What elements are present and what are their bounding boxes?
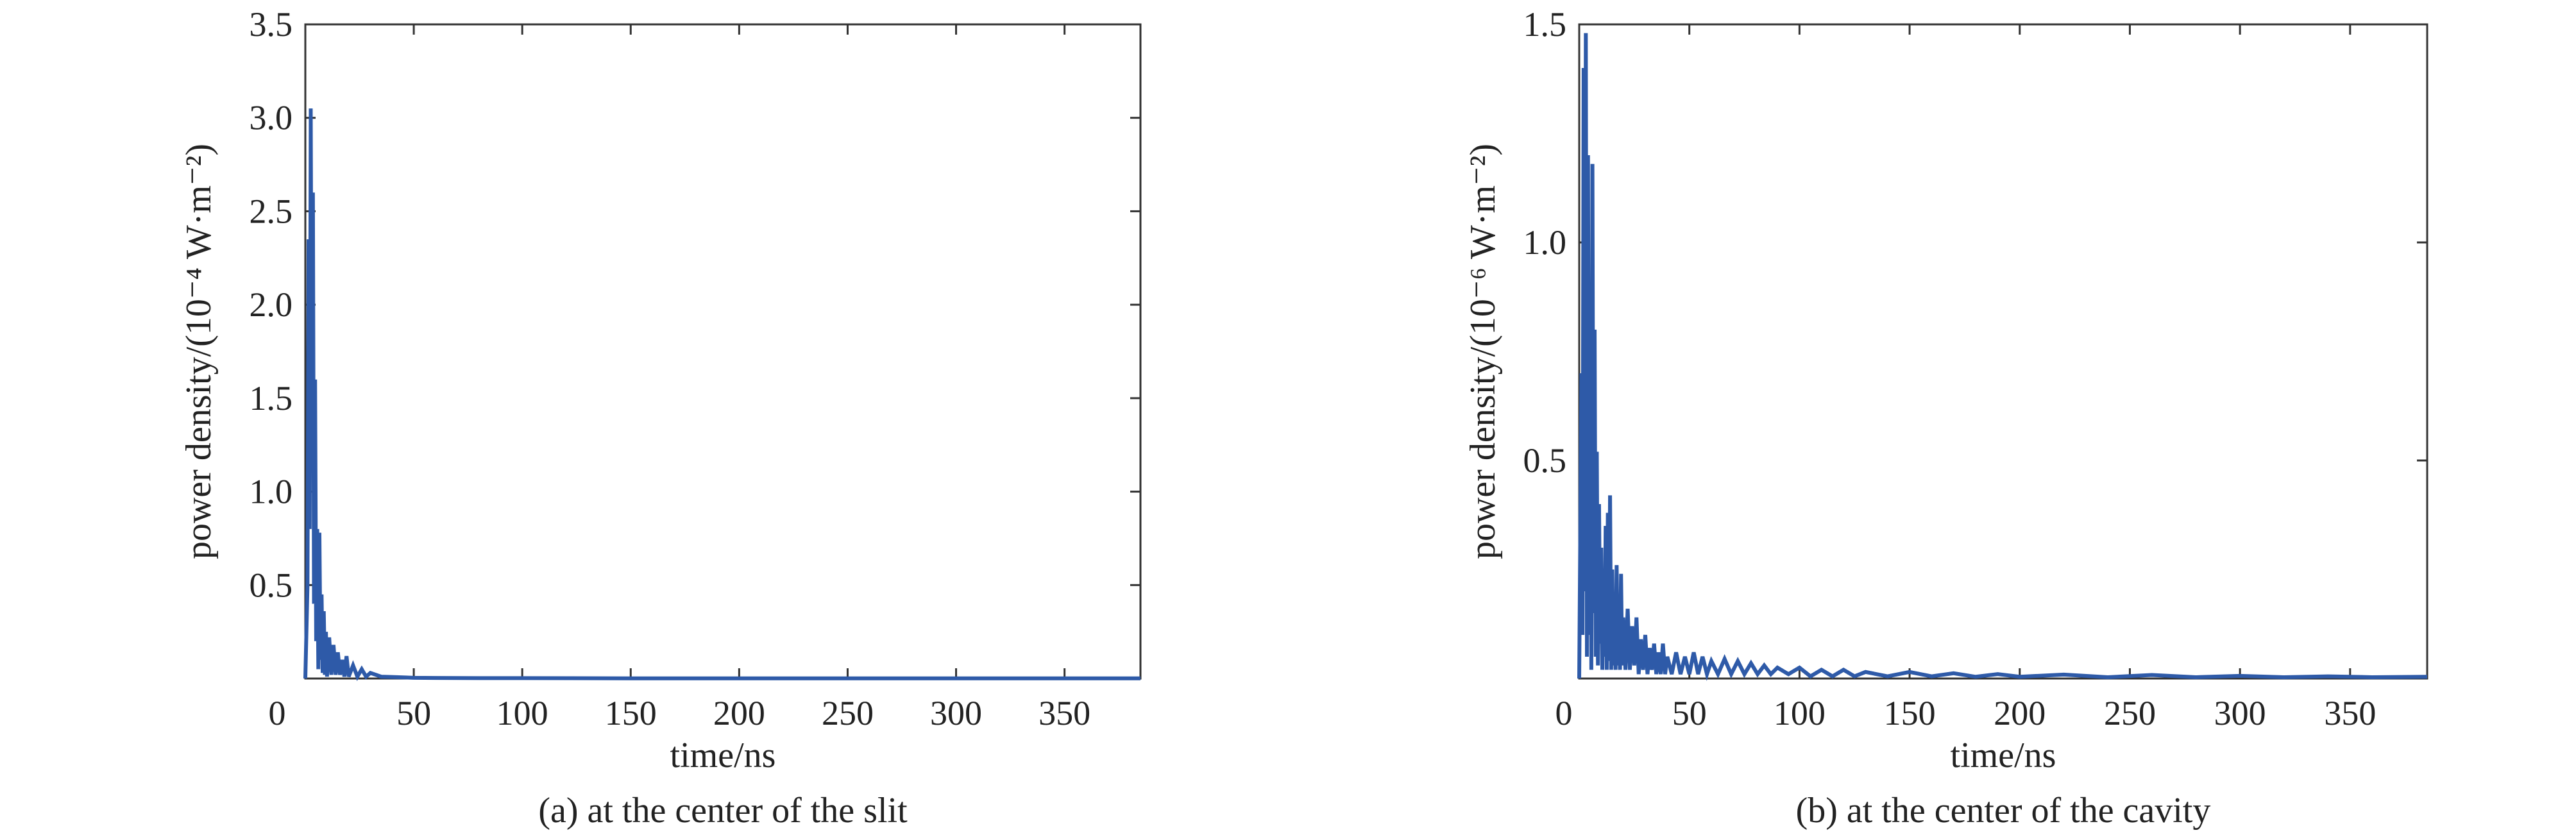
chart-b-x-axis-title: time/ns — [1951, 736, 2056, 775]
chart-b-x-tick-label: 50 — [1672, 694, 1707, 732]
chart-b-y-tick-label: 0.5 — [1523, 441, 1567, 480]
chart-a-series-line — [303, 108, 1140, 682]
chart-a-x-tick-label: 250 — [822, 694, 874, 732]
chart-a-y-tick-label: 3.5 — [250, 5, 293, 44]
chart-a-y-axis-title: power density/(10⁻⁴ W·m⁻²) — [179, 144, 219, 559]
chart-a-y-tick-label: 2.0 — [250, 285, 293, 324]
chart-a-x-tick-label: 200 — [713, 694, 765, 732]
chart-b-series-line — [1577, 33, 2428, 681]
chart-b-y-tick-label: 1.0 — [1523, 223, 1567, 262]
chart-b-y-tick-label: 1.5 — [1523, 5, 1567, 44]
chart-a-y-tick-label: 1.5 — [250, 379, 293, 418]
chart-a-y-tick-label: 3.0 — [250, 99, 293, 137]
chart-a-x-tick-label: 300 — [930, 694, 982, 732]
chart-b-x-tick-label: 250 — [2104, 694, 2156, 732]
chart-a-y-tick-label: 1.0 — [250, 473, 293, 511]
chart-a-x-tick-label: 350 — [1038, 694, 1090, 732]
chart-b-x-tick-label: 100 — [1774, 694, 1826, 732]
chart-a-x-tick-label: 150 — [605, 694, 657, 732]
chart-a-x-tick-label: 50 — [396, 694, 431, 732]
chart-a-x-tick-label: 0 — [269, 694, 286, 732]
chart-b-x-tick-label: 350 — [2324, 694, 2376, 732]
chart-a-plot-frame — [304, 23, 1142, 680]
chart-b-x-tick-label: 0 — [1555, 694, 1573, 732]
chart-b-x-tick-label: 300 — [2214, 694, 2266, 732]
chart-b-y-axis-title: power density/(10⁻⁶ W·m⁻²) — [1463, 144, 1503, 559]
chart-a-y-tick-label: 2.5 — [250, 192, 293, 230]
chart-b-caption: (b) at the center of the cavity — [1796, 791, 2211, 831]
chart-a-x-axis-title: time/ns — [670, 736, 776, 775]
chart-a-x-tick-label: 100 — [496, 694, 548, 732]
chart-a-caption: (a) at the center of the slit — [538, 791, 908, 831]
chart-a-y-tick-label: 0.5 — [250, 566, 293, 604]
chart-b-x-tick-label: 200 — [1994, 694, 2046, 732]
chart-b-plot-frame — [1578, 23, 2428, 680]
chart-b-x-tick-label: 150 — [1884, 694, 1936, 732]
